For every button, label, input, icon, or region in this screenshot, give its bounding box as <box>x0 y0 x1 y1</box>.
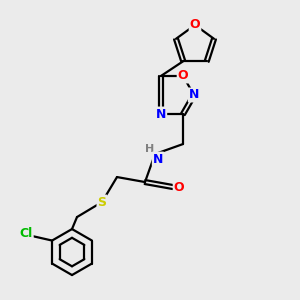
Text: O: O <box>178 69 188 82</box>
Text: N: N <box>153 153 163 166</box>
Text: N: N <box>189 88 199 101</box>
Text: N: N <box>156 108 166 121</box>
Text: O: O <box>190 19 200 32</box>
Text: Cl: Cl <box>20 227 33 240</box>
Text: O: O <box>174 181 184 194</box>
Text: H: H <box>146 144 154 154</box>
Text: S: S <box>98 196 106 208</box>
